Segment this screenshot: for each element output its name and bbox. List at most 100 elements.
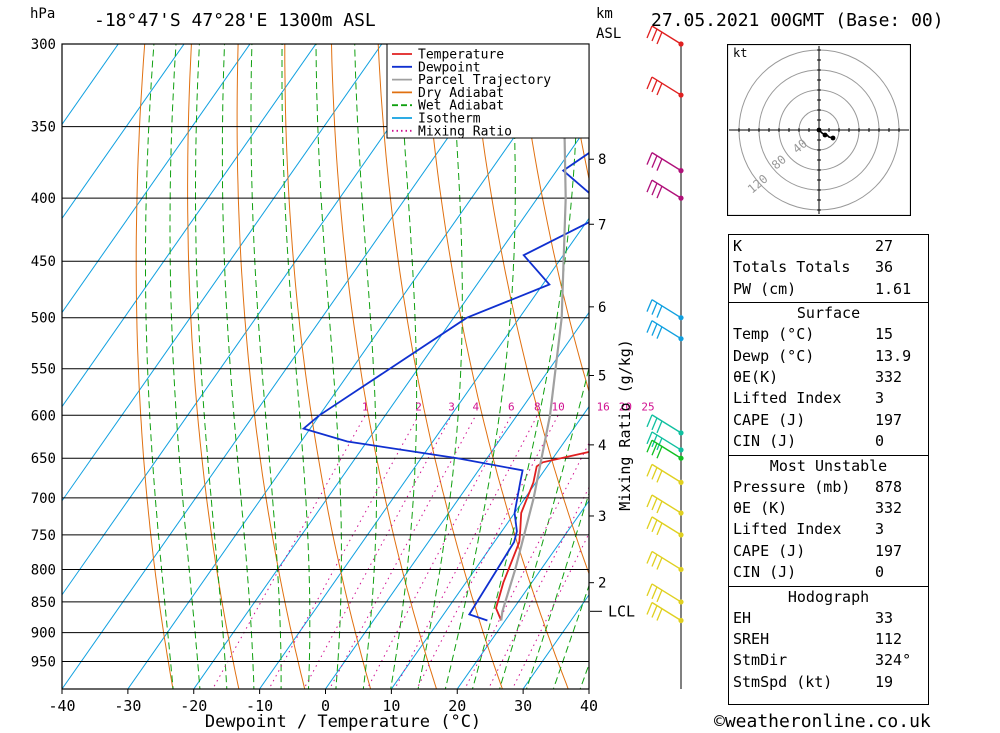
pressure-tick-label: 750 bbox=[31, 528, 56, 544]
index-label: Dewp (°C) bbox=[733, 346, 815, 365]
title-bar: hPa -18°47'S 47°28'E 1300m ASL km ASL 27… bbox=[0, 0, 1000, 42]
isotherm-line bbox=[62, 44, 185, 220]
hodograph-point bbox=[830, 135, 836, 141]
index-value: 3 bbox=[875, 520, 885, 539]
isotherm-line bbox=[258, 217, 589, 689]
mixing-ratio-label: 2 bbox=[415, 400, 422, 413]
hodograph-unit: kt bbox=[733, 46, 747, 60]
dry-adiabat-line bbox=[517, 44, 589, 394]
isotherm-line bbox=[62, 44, 515, 689]
parcel-trajectory-line bbox=[500, 44, 567, 621]
mixing-ratio-label: 4 bbox=[472, 400, 479, 413]
index-row: StmDir 324° bbox=[733, 651, 924, 672]
pressure-tick-label: 450 bbox=[31, 254, 56, 270]
mixing-ratio-label: 6 bbox=[508, 400, 515, 413]
index-label: CAPE (J) bbox=[733, 541, 806, 560]
pressure-tick-label: 350 bbox=[31, 120, 56, 136]
index-row: Totals Totals 36 bbox=[733, 258, 924, 279]
pressure-tick-label: 650 bbox=[31, 451, 56, 467]
wind-barb bbox=[646, 463, 684, 485]
section-title: Most Unstable bbox=[769, 456, 888, 475]
index-label: θE(K) bbox=[733, 368, 779, 386]
mixing-ratio-label: 16 bbox=[597, 400, 610, 413]
wind-barb bbox=[646, 583, 684, 605]
mixing-ratio-label: 20 bbox=[619, 400, 632, 413]
index-value: 0 bbox=[875, 432, 885, 451]
mixing-ratio-line bbox=[328, 415, 477, 689]
x-axis-label: Dewpoint / Temperature (°C) bbox=[205, 712, 481, 732]
pressure-tick-label: 550 bbox=[31, 362, 56, 378]
index-row: K 27 bbox=[733, 237, 924, 258]
wind-barb bbox=[646, 25, 684, 47]
dry-adiabat-line bbox=[377, 44, 503, 689]
mixing-ratio-line bbox=[416, 415, 559, 689]
mixing-ratio-line bbox=[511, 532, 589, 689]
wet-adiabat-line bbox=[221, 44, 255, 689]
pressure-tick-label: 800 bbox=[31, 563, 56, 579]
pressure-lines bbox=[62, 43, 589, 662]
mixing-ratio-label: 1 bbox=[362, 400, 369, 413]
pressure-tick-label: 950 bbox=[31, 655, 56, 671]
isotherm-line bbox=[522, 593, 589, 689]
profile-lines bbox=[301, 44, 589, 622]
index-value: 324° bbox=[875, 651, 912, 670]
wet-adiabat-line bbox=[145, 44, 174, 689]
index-label: Totals Totals bbox=[733, 258, 851, 277]
index-label: StmSpd (kt) bbox=[733, 672, 833, 691]
section-divider bbox=[729, 454, 928, 456]
x-tick-label: 0 bbox=[321, 697, 330, 715]
wind-barb bbox=[646, 601, 684, 624]
km-tick-label: 8 bbox=[598, 152, 606, 168]
wind-barb bbox=[646, 550, 684, 573]
km-tick-label: 6 bbox=[598, 300, 606, 316]
mixing-ratio-axis-label: Mixing Ratio (g/kg) bbox=[616, 339, 634, 511]
dry-adiabat-line bbox=[236, 44, 306, 689]
index-row: StmSpd (kt) 19 bbox=[733, 673, 924, 694]
index-value: 332 bbox=[875, 368, 903, 386]
isotherm-line bbox=[62, 44, 251, 314]
wind-barb bbox=[646, 439, 684, 461]
mixing-ratio-line bbox=[268, 415, 419, 689]
wet-adiabat-line bbox=[471, 44, 579, 689]
index-row: CAPE (J) 197 bbox=[733, 542, 924, 563]
index-value: 27 bbox=[875, 237, 894, 255]
height-unit-asl: ASL bbox=[596, 26, 622, 42]
mixing-ratio-line bbox=[366, 415, 512, 689]
mixing-ratio-line bbox=[212, 415, 366, 689]
pressure-tick-label: 600 bbox=[31, 408, 56, 424]
pressure-tick-label: 700 bbox=[31, 491, 56, 507]
x-tick-label: 10 bbox=[382, 697, 400, 715]
pressure-tick-label: 900 bbox=[31, 626, 56, 642]
index-row: EH 33 bbox=[733, 609, 924, 630]
index-value: 19 bbox=[875, 672, 894, 691]
index-value: 15 bbox=[875, 325, 894, 344]
dry-adiabat-line bbox=[187, 44, 240, 689]
legend-label: Temperature bbox=[418, 48, 504, 63]
index-value: 878 bbox=[875, 477, 903, 496]
index-row: SREH 112 bbox=[733, 630, 924, 651]
x-tick-label: -20 bbox=[180, 697, 207, 715]
index-value: 332 bbox=[875, 499, 903, 517]
index-label: Pressure (mb) bbox=[733, 477, 851, 496]
hodograph-point bbox=[816, 127, 822, 133]
isotherm-line bbox=[62, 44, 449, 596]
dry-adiabat-line bbox=[470, 44, 589, 576]
index-label: Temp (°C) bbox=[733, 325, 815, 344]
wind-barb bbox=[646, 179, 684, 201]
x-tick-label: 30 bbox=[514, 697, 532, 715]
mixing-ratio-lines bbox=[212, 415, 589, 689]
mixing-ratio-line bbox=[464, 442, 589, 689]
km-tick-label: 3 bbox=[598, 509, 606, 525]
isotherm-line bbox=[62, 44, 317, 408]
index-label: CIN (J) bbox=[733, 563, 797, 582]
index-value: 1.61 bbox=[875, 279, 912, 298]
index-value: 197 bbox=[875, 541, 903, 560]
indices-panel: K 27 Totals Totals 36 PW (cm) 1.61 Surface Temp… bbox=[728, 234, 929, 705]
hodograph-trace bbox=[816, 127, 836, 141]
index-row: CIN (J) 0 bbox=[733, 563, 924, 584]
index-row: CIN (J) 0 bbox=[733, 432, 924, 453]
mixing-ratio-label: 10 bbox=[551, 400, 564, 413]
index-row: CAPE (J) 197 bbox=[733, 411, 924, 432]
index-value: 33 bbox=[875, 608, 894, 627]
section-title: Surface bbox=[796, 304, 861, 323]
